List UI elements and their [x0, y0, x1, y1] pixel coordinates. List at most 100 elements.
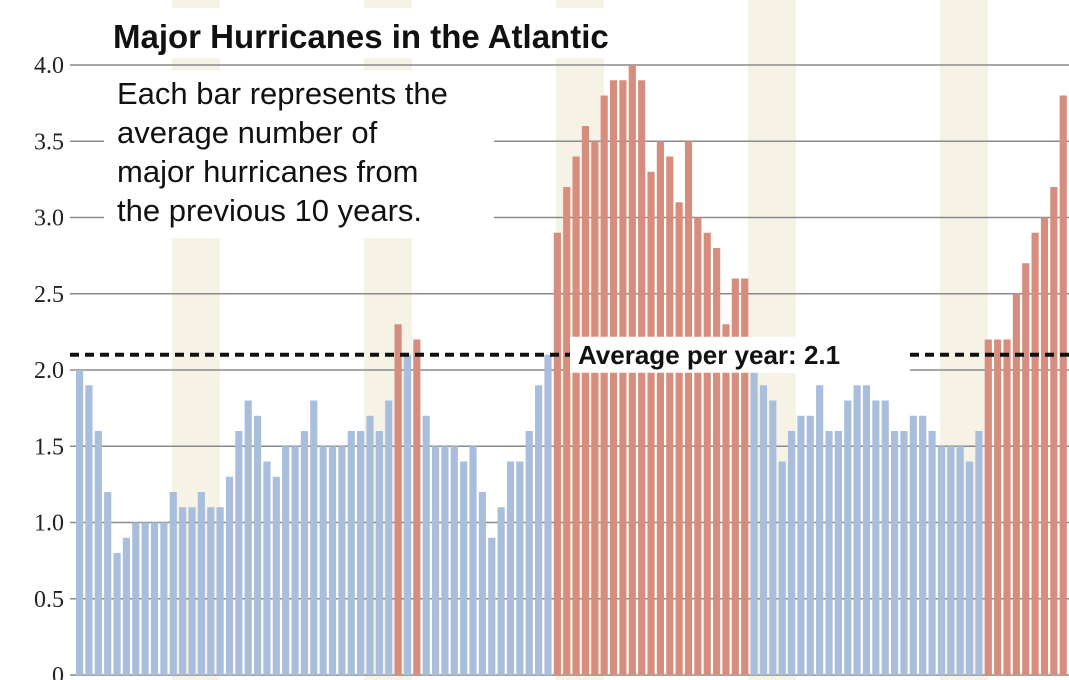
bar: [806, 415, 814, 675]
bar: [787, 431, 796, 675]
bar: [1059, 95, 1067, 675]
bar: [1003, 339, 1011, 675]
bar: [825, 431, 833, 675]
bar: [113, 553, 121, 675]
subtitle-line-4: the previous 10 years.: [117, 193, 422, 228]
bar: [984, 339, 992, 675]
average-label: Average per year: 2.1: [578, 340, 840, 370]
bar: [460, 461, 468, 675]
bar: [553, 232, 561, 675]
bar: [544, 354, 552, 675]
y-tick-labels: 0 0.5 1.0 1.5 2.0 2.5 3.0 3.5 4.0: [34, 53, 64, 680]
bar: [965, 461, 974, 675]
bar: [928, 431, 936, 675]
bar: [891, 431, 899, 675]
bar: [862, 385, 871, 675]
bar: [357, 431, 365, 675]
bar: [160, 522, 168, 675]
bar: [300, 431, 308, 675]
bar: [431, 446, 440, 675]
bar: [469, 446, 477, 675]
bar: [638, 80, 646, 675]
bar: [872, 400, 880, 675]
bar: [506, 461, 515, 675]
bar: [797, 415, 805, 675]
bar: [609, 80, 618, 675]
bar: [1031, 232, 1039, 675]
bar: [591, 141, 599, 675]
bar: [975, 431, 983, 675]
bar: [713, 248, 721, 675]
bar: [769, 400, 777, 675]
bar: [844, 400, 852, 675]
bar: [994, 339, 1002, 675]
bar: [516, 461, 524, 675]
bar: [478, 492, 486, 675]
bar: [937, 446, 946, 675]
y-tick-label: 0.5: [34, 587, 64, 613]
bar: [235, 431, 243, 675]
bar: [741, 278, 749, 675]
bar: [572, 156, 580, 675]
bar: [94, 431, 102, 675]
bar: [132, 522, 140, 675]
y-tick-label: 1.5: [34, 434, 64, 460]
bar: [947, 446, 955, 675]
y-tick-label: 3.5: [34, 129, 64, 155]
bar: [647, 171, 655, 675]
bar: [291, 446, 299, 675]
y-tick-label: 3.0: [34, 206, 64, 232]
bar: [76, 370, 84, 675]
bar: [497, 507, 505, 675]
bar: [1022, 263, 1030, 675]
bar: [225, 476, 234, 675]
subtitle-line-3: major hurricanes from: [117, 154, 418, 189]
bar: [1050, 187, 1058, 675]
bar: [263, 461, 271, 675]
bar: [900, 431, 908, 675]
bar: [272, 476, 280, 675]
bar: [422, 415, 430, 675]
bar: [413, 339, 421, 675]
bar: [666, 156, 674, 675]
subtitle-line-1: Each bar represents the: [117, 76, 448, 111]
bar: [366, 415, 374, 675]
bar: [450, 446, 458, 675]
chart-title: Major Hurricanes in the Atlantic: [113, 18, 609, 55]
subtitle-line-2: average number of: [117, 115, 378, 150]
bar: [85, 385, 93, 675]
bar: [703, 232, 711, 675]
bar: [581, 126, 590, 675]
bar: [150, 522, 159, 675]
bar: [909, 415, 917, 675]
average-reference: Average per year: 2.1: [70, 336, 1069, 373]
bar: [328, 446, 337, 675]
bar: [253, 415, 262, 675]
y-tick-label: 0: [52, 663, 64, 680]
bar: [122, 537, 131, 675]
bar: [722, 324, 730, 675]
bar: [216, 507, 224, 675]
bar: [694, 217, 702, 675]
bar: [385, 400, 393, 675]
y-tick-label: 1.0: [34, 511, 64, 537]
bar: [834, 431, 842, 675]
bar: [338, 446, 346, 675]
bar: [684, 141, 693, 675]
bar: [956, 446, 964, 675]
y-tick-label: 2.5: [34, 282, 64, 308]
bar: [778, 461, 786, 675]
bar: [600, 95, 608, 675]
bar: [197, 492, 205, 675]
average-label-backdrop: [570, 336, 910, 373]
bar: [141, 522, 149, 675]
bar: [244, 400, 252, 675]
bar: [441, 446, 449, 675]
bar: [535, 385, 543, 675]
bar: [394, 324, 402, 675]
bar: [188, 507, 196, 675]
bar: [759, 385, 768, 675]
bar: [310, 400, 318, 675]
bar: [1012, 293, 1020, 675]
bar: [881, 400, 889, 675]
